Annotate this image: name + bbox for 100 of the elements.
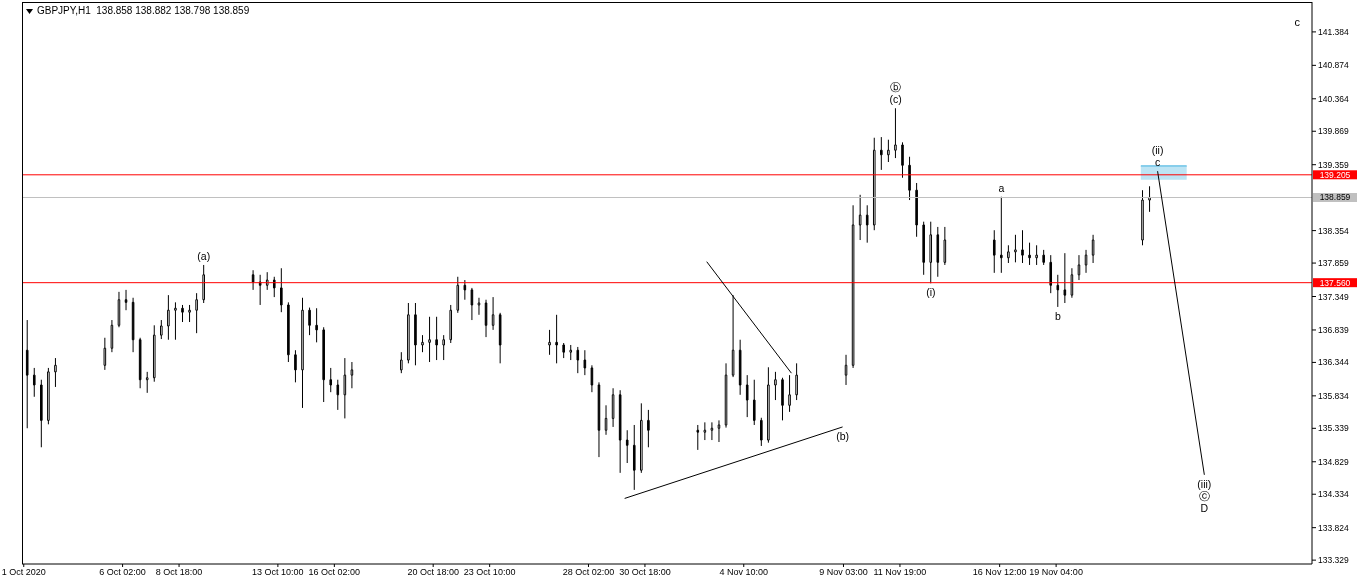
candlestick: [54, 357, 57, 388]
candlestick: [887, 139, 890, 163]
candlestick: [767, 366, 770, 444]
candlestick: [174, 301, 177, 341]
candlestick: [880, 136, 883, 171]
y-tick-label: 135.339: [1318, 423, 1349, 434]
candlestick: [280, 267, 283, 313]
x-tick-label: 6 Oct 02:00: [99, 567, 146, 578]
x-tick-label: 13 Oct 10:00: [252, 567, 304, 578]
candlestick: [1148, 185, 1151, 213]
candlestick: [562, 342, 565, 359]
candlestick: [1021, 229, 1024, 264]
candlestick: [583, 349, 587, 376]
x-tick-label: 1 Oct 2020: [1, 567, 46, 578]
candlestick: [463, 279, 467, 301]
y-tick-label: 134.829: [1318, 456, 1349, 467]
x-tick-label: 30 Oct 18:00: [619, 567, 671, 578]
candlestick: [781, 377, 784, 421]
annotation: (c): [889, 93, 902, 106]
annotation: (a): [197, 249, 211, 262]
annotation: c: [1294, 16, 1300, 28]
candlestick: [287, 301, 290, 363]
candlestick: [47, 367, 50, 425]
candlestick: [724, 362, 728, 429]
candlestick: [160, 319, 163, 340]
candlestick: [1077, 254, 1081, 281]
candlestick: [922, 221, 925, 276]
candlestick: [844, 354, 848, 386]
candlestick: [752, 379, 756, 426]
candlestick: [294, 349, 297, 383]
candlestick: [407, 302, 410, 364]
candlestick: [188, 304, 191, 323]
candlestick: [322, 326, 325, 403]
candlestick: [32, 367, 36, 398]
candlestick: [774, 371, 777, 401]
candlestick: [258, 274, 262, 306]
y-tick-label: 136.344: [1318, 357, 1349, 368]
candlestick: [745, 374, 749, 418]
candlestick: [428, 316, 431, 363]
candlestick: [1007, 244, 1010, 264]
x-tick-label: 16 Oct 02:00: [308, 567, 361, 578]
annotation: a: [998, 181, 1005, 194]
annotation: b: [1054, 309, 1061, 322]
candlestick: [491, 296, 495, 331]
x-tick-label: 20 Oct 18:00: [407, 567, 459, 578]
annotation: (i): [926, 286, 936, 299]
candlestick: [308, 307, 311, 336]
candlestick: [597, 381, 601, 458]
candlestick: [421, 334, 424, 353]
y-tick-label: 140.874: [1318, 60, 1349, 71]
candlestick: [40, 379, 43, 448]
candlestick: [611, 387, 615, 428]
x-tick-label: 23 Oct 10:00: [463, 567, 516, 578]
candlestick: [696, 424, 700, 451]
candlestick: [1056, 274, 1060, 308]
candlestick: [477, 297, 481, 316]
candlestick: [738, 339, 742, 396]
annotation: ⓑ: [890, 81, 902, 94]
candlestick: [548, 329, 551, 356]
candlestick: [498, 312, 502, 364]
candlestick: [110, 319, 114, 353]
ref-line-label: 139.205: [1319, 169, 1351, 180]
candlestick: [336, 379, 340, 411]
candlestick: [788, 374, 791, 413]
candlestick: [484, 299, 488, 338]
candlestick: [943, 226, 947, 266]
candlestick: [167, 294, 170, 341]
candlestick: [329, 367, 333, 393]
candlestick: [315, 307, 318, 343]
annotation: ⓒ: [1198, 489, 1210, 502]
y-tick-label: 133.329: [1318, 555, 1349, 566]
y-tick-label: 134.334: [1318, 489, 1349, 500]
candlestick: [442, 334, 445, 361]
candlestick: [1049, 254, 1053, 294]
candlestick: [1042, 249, 1045, 266]
x-tick-label: 9 Nov 03:00: [819, 567, 868, 578]
candlestick: [272, 276, 276, 298]
y-tick-label: 133.824: [1318, 522, 1349, 533]
y-tick-label: 137.859: [1318, 258, 1349, 269]
y-tick-label: 138.354: [1318, 225, 1349, 236]
candlestick: [647, 409, 650, 448]
candlestick: [576, 346, 580, 374]
candlestick: [1141, 189, 1144, 246]
candlestick: [25, 319, 29, 429]
candlestick: [117, 291, 121, 328]
candlestick: [202, 264, 205, 304]
candlestick: [131, 297, 135, 353]
candlestick: [908, 156, 911, 201]
candlestick: [865, 204, 869, 244]
y-tick-label: 140.364: [1318, 93, 1349, 104]
candlestick: [1063, 252, 1067, 304]
candlestick: [1028, 242, 1031, 266]
x-tick-label: 28 Oct 02:00: [562, 567, 615, 578]
y-tick-label: 139.359: [1318, 159, 1349, 170]
candlestick: [936, 226, 940, 278]
candlestick: [760, 417, 763, 447]
candlestick: [435, 316, 438, 361]
candlestick: [1014, 234, 1017, 263]
candlestick: [456, 276, 460, 314]
candlestick: [449, 304, 453, 344]
